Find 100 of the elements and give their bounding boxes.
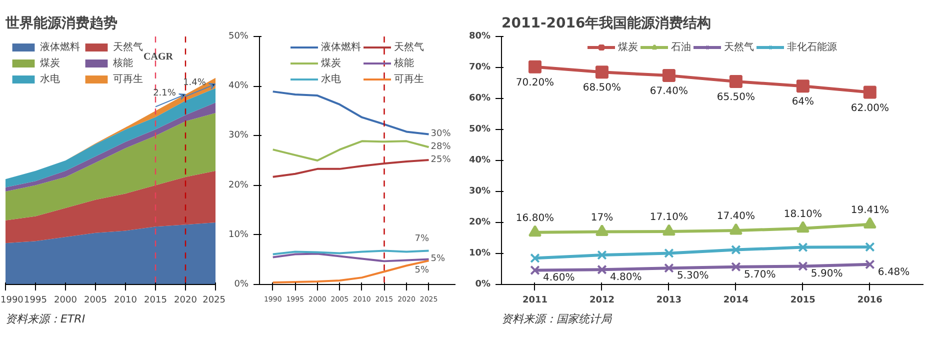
x-tick-label: 2011 (522, 296, 548, 306)
data-label: 5.70% (744, 269, 776, 280)
x-tick-label: 2016 (857, 296, 882, 306)
point (664, 263, 674, 273)
legend-label: 石油 (671, 40, 691, 54)
data-label: 5.90% (810, 268, 843, 280)
legend-label: 水电 (40, 72, 60, 86)
line-series (272, 140, 430, 162)
point (731, 262, 741, 272)
data-label: 17.40% (716, 211, 756, 222)
point (731, 244, 741, 255)
line-series (272, 90, 430, 136)
x-tick-label: 2000 (54, 296, 78, 306)
legend-label: 天然气 (113, 41, 143, 54)
y-tick-label: 40% (228, 81, 249, 92)
chart-title: 世界能源消费趋势 (4, 16, 118, 32)
point (865, 242, 875, 252)
point (796, 221, 810, 233)
data-label: 17.10% (650, 212, 688, 223)
y-tick-label: 20% (228, 180, 249, 190)
data-label: 5% (430, 254, 446, 264)
data-label: 18.10% (784, 208, 822, 220)
legend-label: 煤炭 (321, 56, 341, 70)
data-label: 68.50% (582, 82, 622, 94)
line-series (272, 260, 430, 284)
y-tick-label: 80% (468, 32, 491, 42)
data-label: 28% (430, 142, 452, 152)
legend-label: 水电 (321, 72, 341, 86)
y-tick-label: 0% (234, 280, 249, 290)
line-series (272, 252, 430, 262)
y-tick-label: 20% (468, 218, 491, 228)
x-tick-label: 2015 (790, 296, 816, 306)
point (863, 216, 876, 229)
point (528, 225, 542, 237)
point (530, 265, 540, 276)
data-label: 6.48% (878, 266, 910, 278)
legend-label: 核能 (113, 56, 133, 70)
point (863, 86, 876, 99)
x-tick-label: 2014 (723, 296, 748, 306)
y-tick-label: 40% (468, 156, 491, 166)
y-tick-label: 50% (468, 124, 491, 134)
text: 资料来源：国家统计局 (502, 312, 612, 326)
legend-label: 煤炭 (40, 56, 60, 70)
point (597, 264, 607, 275)
y-tick-label: 10% (228, 230, 249, 240)
x-tick-label: 2005 (84, 296, 107, 306)
x-tick-label: 2020 (174, 296, 198, 306)
legend-label: 核能 (394, 56, 414, 70)
point (528, 60, 542, 74)
text: 资料来源：ETRI (6, 312, 86, 326)
data-label: 16.80% (516, 212, 554, 224)
data-label: 5% (414, 266, 430, 276)
y-tick-label: 0% (475, 280, 490, 290)
line-series (272, 159, 430, 178)
point (729, 223, 742, 235)
x-tick-label: 2012 (589, 296, 615, 306)
annotation: 1.4% (183, 78, 206, 88)
legend-label: 液体燃料 (321, 40, 361, 54)
point (595, 224, 608, 236)
x-tick-label: 2010 (114, 296, 138, 306)
point (595, 66, 608, 79)
point (597, 250, 607, 260)
y-tick-label: 30% (468, 186, 491, 196)
point (664, 248, 674, 258)
legend-label: 煤炭 (618, 40, 638, 54)
legend-label: 可再生 (113, 72, 143, 86)
x-tick-label: 2025 (202, 296, 226, 306)
point (662, 69, 676, 82)
point (865, 260, 875, 270)
data-label: 30% (430, 129, 452, 140)
point (530, 253, 540, 264)
data-label: 25% (430, 155, 452, 166)
x-tick-label: 1995 (24, 296, 47, 306)
y-tick-label: 70% (468, 62, 491, 72)
data-label: 64% (792, 96, 814, 108)
data-label: 67.40% (650, 86, 688, 98)
text: CAGR (144, 52, 174, 63)
data-label: 4.80% (610, 272, 642, 284)
data-label: 4.60% (542, 272, 575, 284)
x-tick-label: 2013 (656, 296, 682, 306)
annotation: 2.1% (153, 88, 176, 98)
data-label: 62.00% (850, 102, 889, 114)
legend-label: 液体燃料 (40, 40, 80, 54)
data-label: 65.50% (716, 92, 756, 103)
point (798, 242, 808, 252)
x-tick-label: 2015 (144, 296, 167, 306)
data-label: 17% (590, 212, 614, 224)
legend-label: 非化石能源 (787, 40, 837, 54)
point (662, 224, 676, 236)
y-tick-label: 30% (228, 130, 249, 141)
point (729, 74, 742, 88)
legend-label: 天然气 (724, 41, 754, 54)
legend-label: 可再生 (394, 72, 424, 86)
data-label: 7% (414, 234, 430, 244)
data-label: 70.20% (516, 77, 554, 88)
data-label: 5.30% (676, 270, 709, 282)
y-tick-label: 10% (468, 248, 491, 258)
point (796, 80, 810, 93)
y-tick-label: 60% (468, 94, 491, 104)
chart-title: 2011-2016年我国能源消费结构 (502, 16, 712, 32)
